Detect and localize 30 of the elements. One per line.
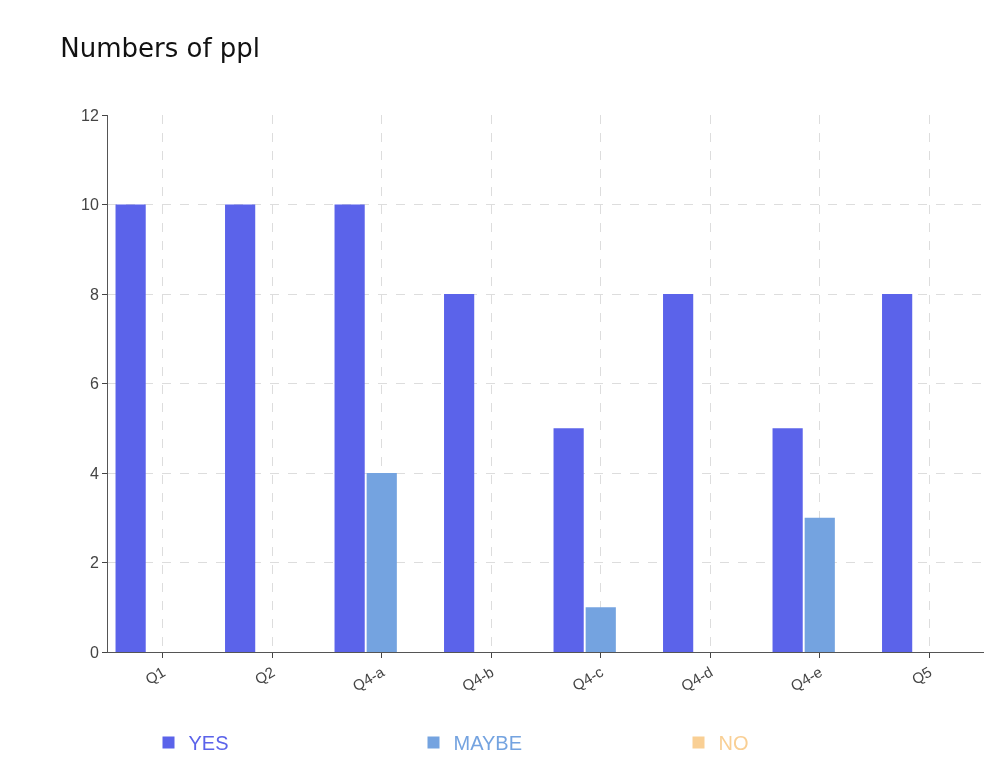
x-tick-label: Q1 xyxy=(142,662,168,688)
chart-title: Numbers of ppl xyxy=(60,32,261,63)
bar xyxy=(334,204,365,652)
bar xyxy=(804,517,835,652)
bar xyxy=(585,607,616,652)
legend-label: YES xyxy=(188,732,229,755)
y-tick-label: 12 xyxy=(81,106,99,124)
x-tick-label: Q4-c xyxy=(569,662,607,694)
x-tick-label: Q2 xyxy=(251,662,278,688)
x-tick-label: Q4-a xyxy=(349,662,388,695)
bar xyxy=(444,294,475,652)
bar xyxy=(663,294,694,652)
x-tick-label: Q4-d xyxy=(678,662,716,695)
bar xyxy=(882,294,913,652)
bar xyxy=(225,204,256,652)
bar xyxy=(115,204,146,652)
y-tick-label: 2 xyxy=(89,554,99,572)
y-tick-label: 10 xyxy=(81,196,99,214)
bar xyxy=(772,428,803,652)
y-tick-label: 4 xyxy=(89,464,99,482)
bar xyxy=(553,428,584,652)
y-tick-label: 6 xyxy=(89,375,99,393)
x-tick-label: Q5 xyxy=(908,662,935,688)
legend-label: MAYBE xyxy=(453,732,523,755)
x-tick-label: Q4-b xyxy=(459,662,497,695)
legend-label: NO xyxy=(718,732,749,755)
y-tick-label: 0 xyxy=(89,643,99,661)
bar xyxy=(366,473,397,652)
y-tick-label: 8 xyxy=(89,285,99,303)
x-tick-label: Q4-e xyxy=(787,662,825,695)
